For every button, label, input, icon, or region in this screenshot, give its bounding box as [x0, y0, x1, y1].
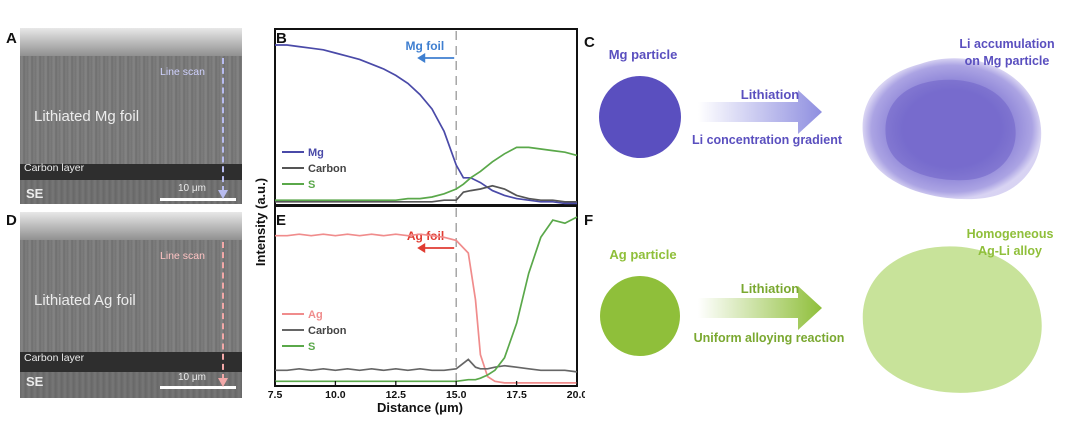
sem-image-ag: Lithiated Ag foil Carbon layer SE 10 μm …: [20, 212, 242, 398]
panel-label-d: D: [6, 212, 17, 229]
line-scan-arrow: [218, 190, 228, 199]
x-tick-label: 17.5: [506, 389, 527, 401]
line-scan-path: [222, 58, 224, 192]
mg-particle-label: Mg particle: [608, 47, 678, 62]
legend-label-b-s: S: [308, 179, 315, 191]
line-scan-path: [222, 242, 224, 380]
mg-particle: [599, 76, 681, 158]
panel-label-e: E: [276, 212, 287, 229]
panel-label-a: A: [6, 30, 17, 47]
x-tick-label: 10.0: [325, 389, 346, 401]
homogeneous-alloy-label: Homogeneous Ag-Li alloy: [966, 227, 1054, 258]
foil-label-b: Mg foil: [406, 39, 445, 53]
panel-label-b: B: [276, 30, 287, 47]
sem-scale-label: 10 μm: [178, 183, 206, 194]
sem-image-mg: Lithiated Mg foil Carbon layer SE 10 μm …: [20, 28, 242, 204]
line-scan-label: Line scan: [160, 250, 205, 262]
series-line-b-carbon: [275, 184, 577, 203]
sem-foil-label: Lithiated Mg foil: [34, 108, 140, 125]
plot-frame-b: [274, 28, 578, 206]
ag-particle: [600, 276, 680, 356]
panel-label-c: C: [584, 34, 595, 51]
lithiation-label-f: Lithiation: [740, 281, 800, 296]
sem-substrate: [20, 372, 242, 398]
foil-label-e: Ag foil: [407, 229, 444, 243]
line-scan-charts: Intensity (a.u.) Distance (μm) Mg foilMg…: [253, 28, 585, 415]
scale-bar: [160, 386, 236, 389]
panel-label-f: F: [584, 212, 594, 229]
x-tick-label: 15.0: [446, 389, 467, 401]
sem-scale-label: 10 μm: [178, 372, 206, 383]
alloying-reaction-label: Uniform alloying reaction: [693, 331, 845, 345]
sem-mode-label: SE: [26, 186, 44, 201]
x-tick-label: 7.5: [268, 389, 283, 401]
sem-carbon-label: Carbon layer: [24, 162, 85, 174]
particle-core: [885, 79, 1016, 181]
x-axis-label: Distance (μm): [377, 400, 463, 415]
chart-b: Mg foil Mg Carbon S: [274, 28, 578, 206]
ag-li-alloy-particle: [862, 246, 1042, 393]
line-scan-label: Line scan: [160, 66, 205, 78]
sem-carbon-band: [20, 352, 242, 372]
foil-arrowhead-b: [417, 53, 426, 63]
chart-e: Ag foil Ag Carbon S: [274, 205, 578, 387]
sem-surface: [20, 28, 242, 58]
legend-label-e-ag: Ag: [308, 309, 323, 321]
foil-arrowhead-e: [417, 243, 426, 253]
ag-particle-label: Ag particle: [609, 247, 677, 262]
lithiation-label-c: Lithiation: [740, 87, 800, 102]
schematic-f: [600, 246, 1042, 393]
series-line-e-carbon: [275, 358, 578, 373]
series-line-e-s: [275, 216, 578, 383]
li-accumulation-label: Li accumulation on Mg particle: [959, 37, 1055, 68]
series-line-b-s: [275, 146, 578, 202]
series-line-e-ag: [275, 233, 577, 384]
lithiation-arrow: [698, 286, 822, 330]
gradient-label: Li concentration gradient: [691, 133, 842, 147]
x-tick-label: 12.5: [386, 389, 407, 401]
plot-frame-e: [274, 205, 578, 387]
line-scan-arrow: [218, 378, 228, 387]
legend-label-e-s: S: [308, 341, 315, 353]
sem-foil-label: Lithiated Ag foil: [34, 292, 136, 309]
sem-surface: [20, 212, 242, 242]
x-tick-label: 20.0: [567, 389, 585, 401]
lithiation-arrow: [698, 90, 822, 134]
schematic-c: [599, 58, 1042, 200]
sem-carbon-band: [20, 164, 242, 180]
series-line-b-mg: [275, 44, 577, 205]
scale-bar: [160, 198, 236, 201]
y-axis-label: Intensity (a.u.): [253, 178, 268, 266]
legend-label-e-carbon: Carbon: [308, 325, 347, 337]
x-ticks: 7.5 10.0 12.5 15.0 17.5 20.0: [268, 381, 585, 401]
sem-carbon-label: Carbon layer: [24, 352, 85, 364]
legend-label-b-carbon: Carbon: [308, 163, 347, 175]
sem-mode-label: SE: [26, 374, 44, 389]
legend-label-b-mg: Mg: [308, 147, 324, 159]
